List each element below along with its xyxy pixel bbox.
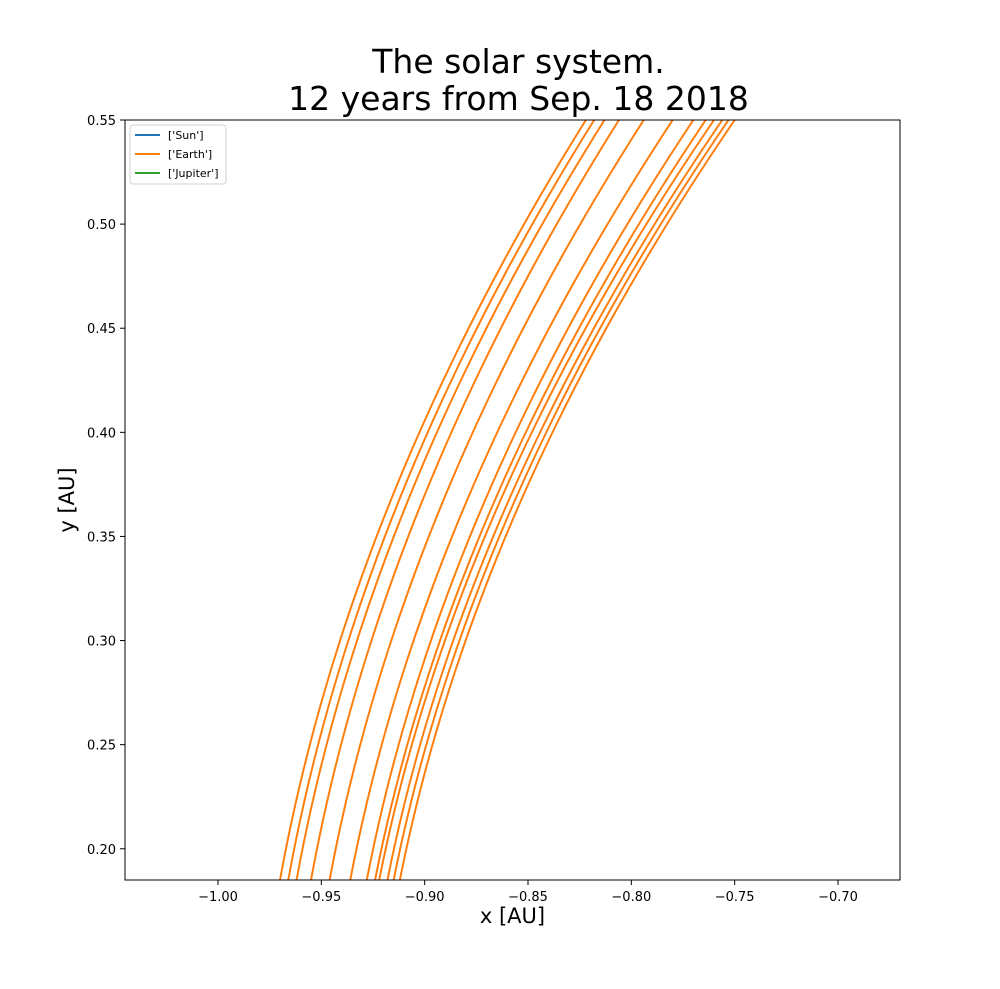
legend-box (129, 124, 227, 185)
series-lines (279, 120, 736, 880)
chart-title-line-2: 12 years from Sep. 18 2018 (288, 79, 749, 118)
earth-orbit-arc-5 (328, 120, 645, 880)
y-tick-label: 0.40 (87, 426, 116, 441)
x-tick-label: −0.75 (715, 890, 755, 905)
y-tick-label: 0.55 (87, 114, 116, 129)
earth-orbit-arc-4 (310, 120, 620, 880)
legend-label: ['Earth'] (168, 148, 212, 161)
chart-axes: −1.00 −0.95 −0.90 −0.85 −0.80 −0.75 −0.70 0.20 0… (87, 114, 901, 905)
x-tick-label: −0.90 (405, 890, 445, 905)
x-axis-label: x [AU] (479, 904, 546, 928)
chart-title-line-1: The solar system. (372, 42, 665, 81)
y-axis-label: y [AU] (55, 467, 79, 533)
y-tick-label: 0.45 (87, 322, 116, 337)
x-tick-label: −0.80 (611, 890, 651, 905)
plot-frame (124, 119, 901, 881)
y-tick-label: 0.30 (87, 635, 116, 650)
earth-orbit-arc-9 (378, 120, 715, 880)
legend-label: ['Sun'] (168, 129, 204, 142)
earth-orbit-arc-8 (374, 120, 707, 880)
earth-orbit-arc-2 (287, 120, 595, 880)
earth-orbit-arc-3 (295, 120, 606, 880)
y-tick-label: 0.20 (87, 843, 116, 858)
y-tick-label: 0.35 (87, 530, 116, 545)
chart-marks (279, 120, 736, 880)
x-tick-label: −0.95 (301, 890, 341, 905)
chart-legend: ['Sun'] ['Earth'] ['Jupiter'] (129, 124, 227, 185)
earth-orbit-arc-11 (392, 120, 730, 880)
earth-orbit-arc-12 (398, 120, 736, 880)
earth-orbit-arc-1 (279, 120, 587, 880)
x-tick-label: −0.70 (818, 890, 858, 905)
y-tick-label: 0.50 (87, 218, 116, 233)
earth-orbit-arc-6 (349, 120, 674, 880)
earth-orbit-arc-10 (386, 120, 724, 880)
y-tick-label: 0.25 (87, 739, 116, 754)
x-tick-label: −0.85 (508, 890, 548, 905)
legend-label: ['Jupiter'] (168, 167, 219, 180)
earth-orbit-arc-7 (365, 120, 695, 880)
x-tick-label: −1.00 (198, 890, 238, 905)
